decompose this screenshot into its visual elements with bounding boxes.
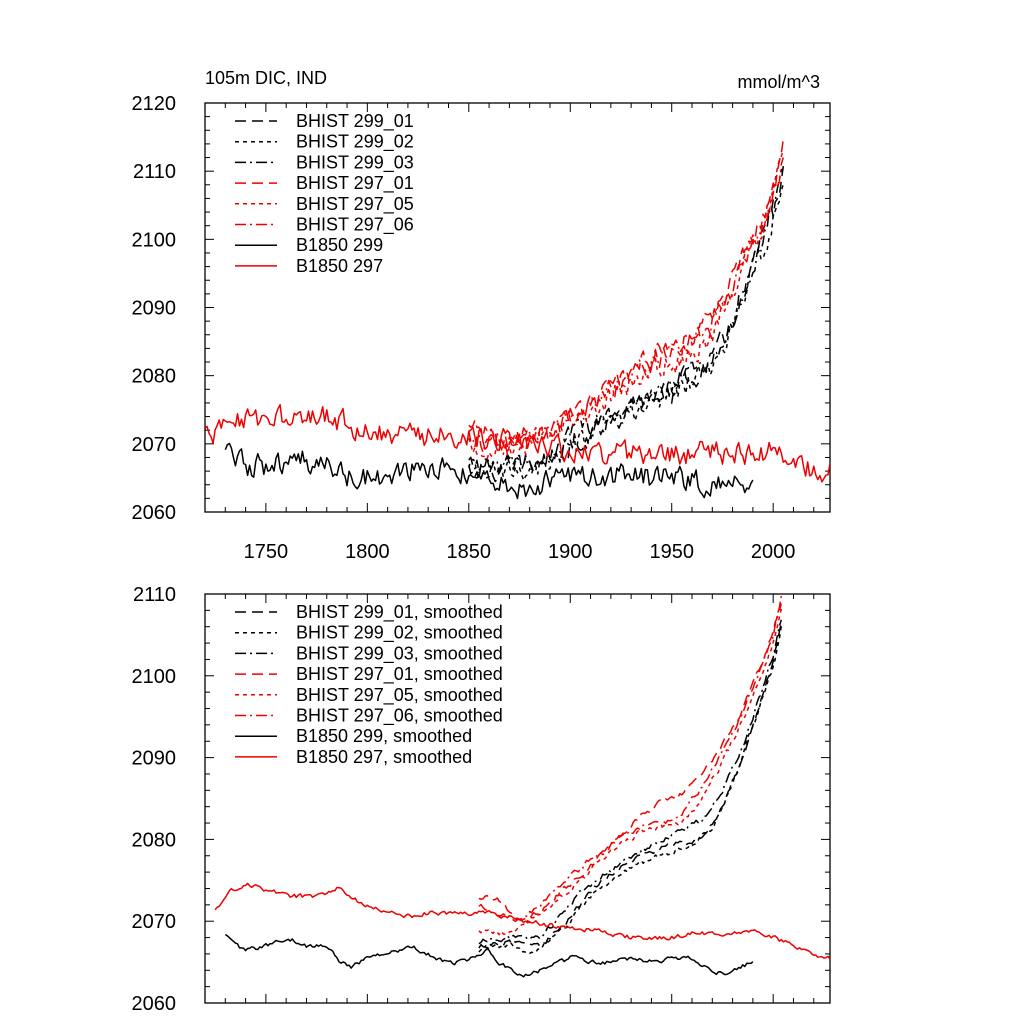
series-group <box>205 139 830 500</box>
x-axis-ticks <box>224 103 815 512</box>
legend-label: BHIST 297_05 <box>296 194 414 215</box>
y-tick-label: 2070 <box>132 911 177 933</box>
legend-label: B1850 299 <box>296 235 383 255</box>
legend-label: BHIST 297_01 <box>296 173 414 194</box>
series-line-smoothed-1 <box>478 625 783 955</box>
x-tick-label: 1750 <box>244 541 289 563</box>
series-line-raw-6 <box>224 442 754 500</box>
chart-units: mmol/m^3 <box>738 72 820 92</box>
series-line-smoothed-4 <box>478 608 783 936</box>
y-tick-label: 2110 <box>133 161 176 183</box>
legend-label: BHIST 299_01, smoothed <box>296 602 503 623</box>
series-line-smoothed-6 <box>224 933 754 978</box>
y-axis-ticks <box>205 102 830 513</box>
y-tick-label: 2060 <box>132 502 177 524</box>
y-tick-label: 2110 <box>133 584 176 606</box>
legend-label: BHIST 299_01 <box>296 111 414 132</box>
y-tick-label: 2100 <box>132 666 177 688</box>
y-tick-label: 2090 <box>132 298 177 320</box>
legend-label: BHIST 297_06, smoothed <box>296 706 503 727</box>
y-tick-label: 2080 <box>132 366 177 388</box>
y-tick-label: 2100 <box>132 229 177 251</box>
x-axis-ticks <box>224 594 815 1003</box>
x-tick-label: 1850 <box>447 541 492 563</box>
panel-bottom: 2060 2070 2080 2090 2100 2110 BHIST 299_01, sm… <box>132 584 831 1015</box>
series-line-smoothed-7 <box>214 882 830 960</box>
series-line-raw-1 <box>468 183 785 482</box>
chart-title: 105m DIC, IND <box>205 68 327 88</box>
legend-label: B1850 297, smoothed <box>296 747 472 767</box>
legend-label: BHIST 299_03, smoothed <box>296 643 503 664</box>
series-line-smoothed-2 <box>478 619 783 945</box>
series-line-raw-5 <box>468 157 785 456</box>
legend-label: BHIST 297_05, smoothed <box>296 685 503 706</box>
x-tick-label: 2000 <box>751 541 796 563</box>
series-line-smoothed-5 <box>478 595 783 923</box>
series-line-raw-7 <box>205 403 830 483</box>
legend-label: B1850 299, smoothed <box>296 726 472 746</box>
plot-frame <box>204 593 831 1004</box>
y-tick-label: 2090 <box>132 748 177 770</box>
x-tick-label: 1950 <box>649 541 694 563</box>
series-line-raw-0 <box>468 165 785 483</box>
y-tick-label: 2070 <box>132 434 177 456</box>
legend-label: BHIST 299_02, smoothed <box>296 623 503 644</box>
legend-label: B1850 297 <box>296 256 383 276</box>
series-group <box>214 595 830 978</box>
legend-label: BHIST 299_03 <box>296 152 414 173</box>
y-tick-label: 2060 <box>132 993 177 1015</box>
x-tick-label: 1900 <box>548 541 593 563</box>
legend-label: BHIST 297_06 <box>296 215 414 236</box>
x-tick-label: 1800 <box>345 541 390 563</box>
legend-label: BHIST 299_02 <box>296 132 414 153</box>
y-tick-label: 2120 <box>132 93 177 115</box>
series-line-smoothed-3 <box>478 603 783 922</box>
legend-label: BHIST 297_01, smoothed <box>296 664 503 685</box>
series-line-raw-4 <box>468 149 785 460</box>
y-tick-label: 2080 <box>132 829 177 851</box>
series-line-raw-2 <box>468 167 784 474</box>
panel-top: 1750 1800 1850 1900 1950 2000 2060 2070 2080 2090… <box>132 93 831 563</box>
series-line-raw-3 <box>468 139 785 448</box>
y-axis-ticks <box>205 593 830 1004</box>
series-line-smoothed-0 <box>478 622 783 949</box>
